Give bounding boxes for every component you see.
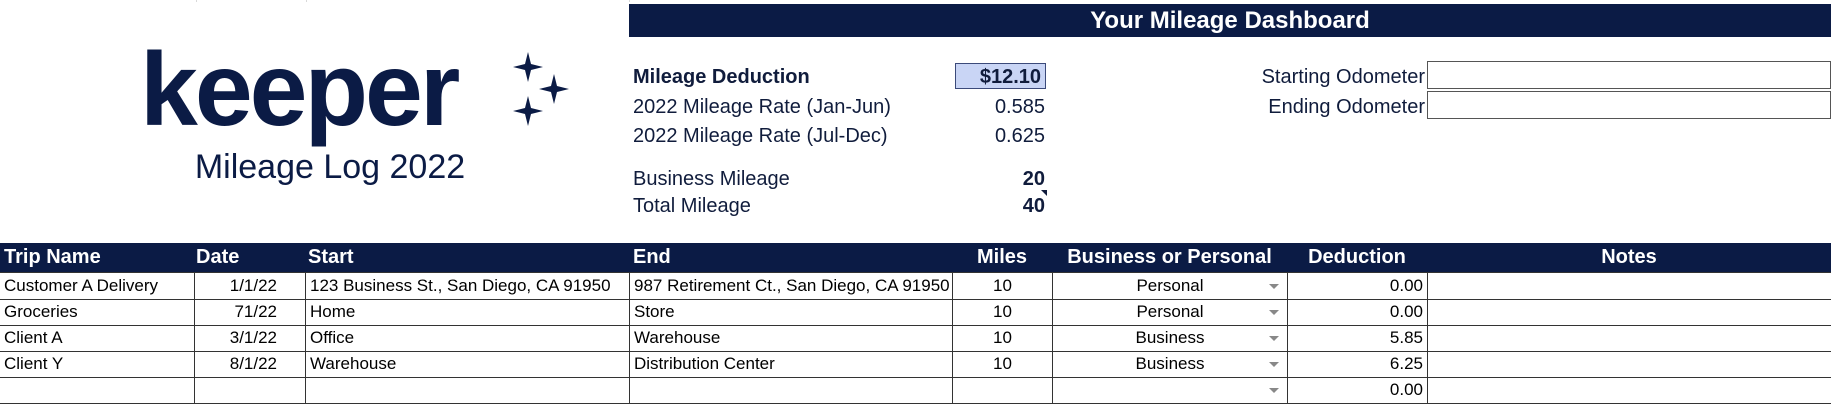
end-cell[interactable] xyxy=(629,377,952,403)
table-header: Trip Name Date Start End Miles Business … xyxy=(0,243,1831,272)
ending-odometer-label: Ending Odometer xyxy=(1268,96,1425,118)
grid-line xyxy=(306,0,307,2)
business-mileage-label: Business Mileage xyxy=(633,168,790,190)
type-dropdown[interactable]: Business xyxy=(1052,351,1287,377)
type-dropdown[interactable]: Personal xyxy=(1052,273,1287,299)
table-row: 0.00 xyxy=(0,377,1831,404)
grid-line xyxy=(196,0,197,2)
header-business-or-personal: Business or Personal xyxy=(1067,246,1272,268)
log-subtitle: Mileage Log 2022 xyxy=(194,148,466,186)
rate1-label: 2022 Mileage Rate (Jan-Jun) xyxy=(633,96,891,118)
header-date: Date xyxy=(196,246,240,268)
header-notes: Notes xyxy=(1601,246,1657,268)
type-dropdown[interactable] xyxy=(1052,377,1287,403)
start-cell[interactable]: 123 Business St., San Diego, CA 91950 xyxy=(305,273,629,299)
miles-cell[interactable]: 10 xyxy=(952,325,1052,351)
notes-cell[interactable] xyxy=(1427,351,1831,377)
deduction-cell[interactable]: 0.00 xyxy=(1287,299,1427,325)
header-end: End xyxy=(633,246,671,268)
dropdown-arrow-icon[interactable] xyxy=(1269,284,1279,289)
date-cell[interactable]: 8/1/22 xyxy=(194,351,305,377)
header-miles: Miles xyxy=(976,246,1028,268)
start-cell[interactable] xyxy=(305,377,629,403)
miles-cell[interactable]: 10 xyxy=(952,299,1052,325)
date-cell[interactable]: 1/1/22 xyxy=(194,273,305,299)
miles-cell[interactable]: 10 xyxy=(952,351,1052,377)
dropdown-arrow-icon[interactable] xyxy=(1269,362,1279,367)
end-cell[interactable]: Store xyxy=(629,299,952,325)
start-cell[interactable]: Warehouse xyxy=(305,351,629,377)
dashboard-title-bar xyxy=(629,4,1831,37)
miles-cell[interactable]: 10 xyxy=(952,273,1052,299)
business-mileage-value[interactable]: 20 xyxy=(1022,168,1045,190)
rate1-value[interactable]: 0.585 xyxy=(994,96,1045,118)
miles-cell[interactable] xyxy=(952,377,1052,403)
trip-name-cell[interactable]: Client Y xyxy=(4,354,64,373)
dropdown-arrow-icon[interactable] xyxy=(1269,388,1279,393)
end-cell[interactable]: 987 Retirement Ct., San Diego, CA 91950 xyxy=(629,273,952,299)
deduction-cell[interactable]: 5.85 xyxy=(1287,325,1427,351)
table-divider xyxy=(0,272,1831,273)
comment-indicator-icon[interactable] xyxy=(1041,190,1047,196)
mileage-deduction-label: Mileage Deduction xyxy=(633,66,810,88)
table-row: Customer A Delivery 1/1/22 123 Business … xyxy=(0,273,1831,300)
dropdown-arrow-icon[interactable] xyxy=(1269,310,1279,315)
end-cell[interactable]: Warehouse xyxy=(629,325,952,351)
trip-name-cell[interactable] xyxy=(4,377,194,403)
date-cell[interactable]: 71/22 xyxy=(194,299,305,325)
deduction-cell[interactable]: 0.00 xyxy=(1287,273,1427,299)
date-cell[interactable] xyxy=(194,377,305,403)
trip-name-cell[interactable]: Customer A Delivery xyxy=(4,276,158,295)
dropdown-arrow-icon[interactable] xyxy=(1269,336,1279,341)
end-cell[interactable]: Distribution Center xyxy=(629,351,952,377)
notes-cell[interactable] xyxy=(1427,273,1831,299)
table-row: Groceries 71/22 Home Store 10 Personal 0… xyxy=(0,299,1831,326)
deduction-cell[interactable]: 6.25 xyxy=(1287,351,1427,377)
table-row: Client A 3/1/22 Office Warehouse 10 Busi… xyxy=(0,325,1831,352)
trip-name-cell[interactable]: Groceries xyxy=(4,302,78,321)
deduction-cell[interactable]: 0.00 xyxy=(1287,377,1427,403)
grid-line xyxy=(629,0,630,2)
mileage-deduction-value[interactable]: $12.10 xyxy=(955,63,1046,89)
trip-name-cell[interactable]: Client A xyxy=(4,328,63,347)
table-row: Client Y 8/1/22 Warehouse Distribution C… xyxy=(0,351,1831,378)
notes-cell[interactable] xyxy=(1427,325,1831,351)
start-cell[interactable]: Home xyxy=(305,299,629,325)
rate2-label: 2022 Mileage Rate (Jul-Dec) xyxy=(633,125,888,147)
date-cell[interactable]: 3/1/22 xyxy=(194,325,305,351)
header-trip-name: Trip Name xyxy=(4,246,101,268)
starting-odometer-input[interactable] xyxy=(1427,61,1831,89)
header-deduction: Deduction xyxy=(1308,246,1406,268)
notes-cell[interactable] xyxy=(1427,377,1831,403)
total-mileage-value[interactable]: 40 xyxy=(1022,195,1045,217)
dashboard-title: Your Mileage Dashboard xyxy=(1090,7,1370,34)
type-dropdown[interactable]: Business xyxy=(1052,325,1287,351)
header-start: Start xyxy=(308,246,354,268)
total-mileage-label: Total Mileage xyxy=(633,195,751,217)
ending-odometer-input[interactable] xyxy=(1427,91,1831,119)
start-cell[interactable]: Office xyxy=(305,325,629,351)
keeper-logo: keeper xyxy=(140,32,460,148)
notes-cell[interactable] xyxy=(1427,299,1831,325)
sparkle-icon xyxy=(513,52,569,126)
type-dropdown[interactable]: Personal xyxy=(1052,299,1287,325)
starting-odometer-label: Starting Odometer xyxy=(1261,66,1425,88)
rate2-value[interactable]: 0.625 xyxy=(994,125,1045,147)
